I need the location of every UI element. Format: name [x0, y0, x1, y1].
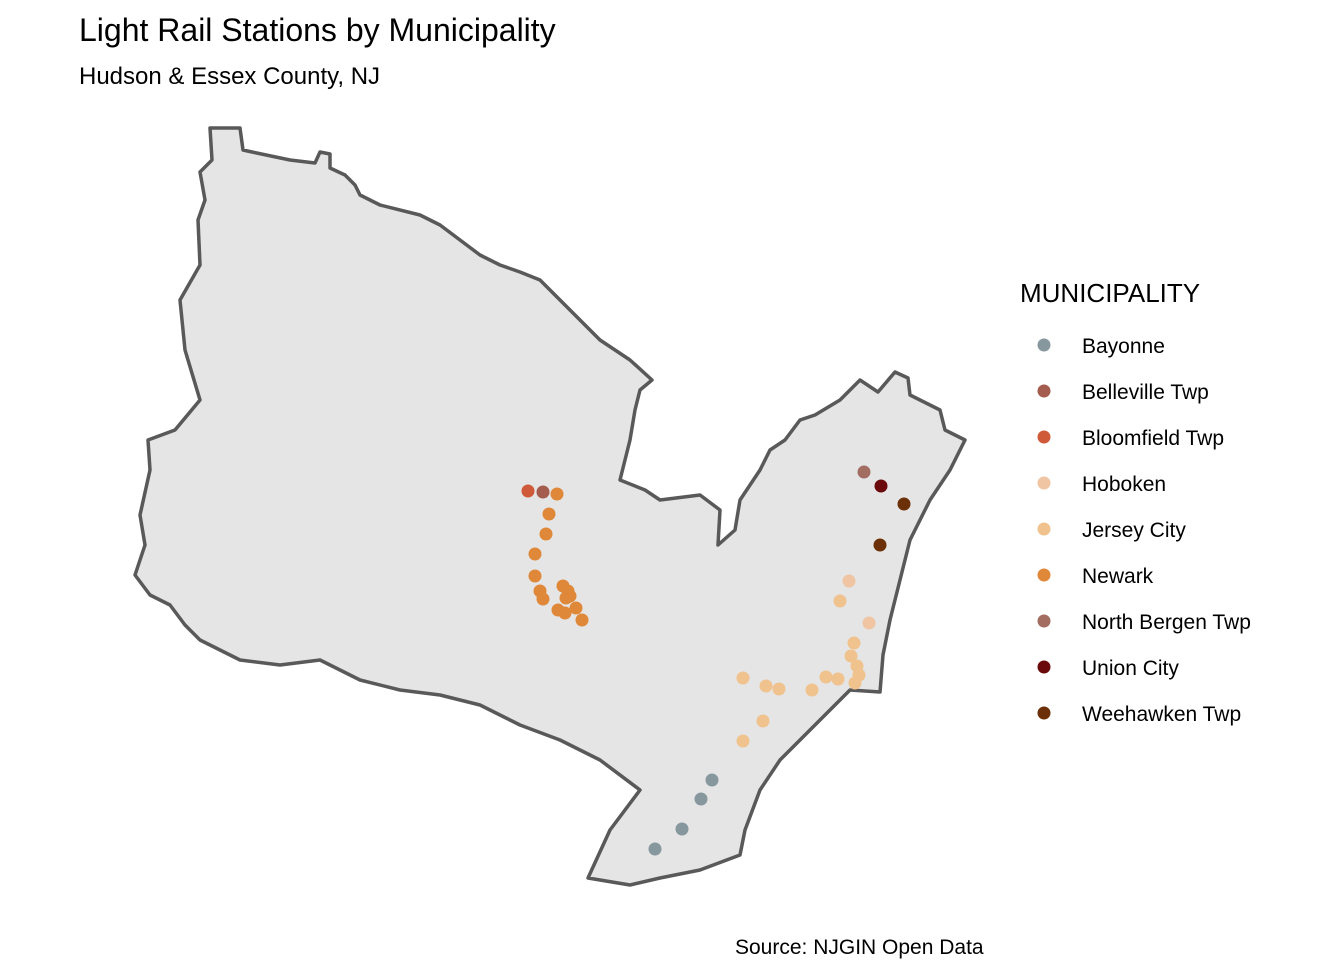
station-point [842, 574, 856, 588]
station-point [772, 682, 786, 696]
legend-label: Jersey City [1082, 519, 1186, 542]
legend-key [1037, 522, 1051, 536]
legend-label: North Bergen Twp [1082, 611, 1251, 634]
legend-label: Weehawken Twp [1082, 703, 1241, 726]
station-point [862, 616, 876, 630]
station-point [874, 479, 888, 493]
legend-label: Bloomfield Twp [1082, 427, 1224, 450]
legend-label: Bayonne [1082, 335, 1165, 358]
legend-label: Union City [1082, 657, 1179, 680]
map-caption: Source: NJGIN Open Data [735, 936, 984, 959]
legend-key [1037, 430, 1051, 444]
station-point [819, 670, 833, 684]
legend-key [1037, 568, 1051, 582]
station-point [736, 734, 750, 748]
station-point [844, 649, 858, 663]
county-boundary [133, 126, 967, 887]
station-point [831, 672, 845, 686]
station-point [805, 683, 819, 697]
station-point [705, 773, 719, 787]
legend-label: Hoboken [1082, 473, 1166, 496]
legend-title: MUNICIPALITY [1020, 278, 1200, 308]
legend-key [1037, 384, 1051, 398]
station-point [756, 714, 770, 728]
station-point [873, 538, 887, 552]
legend: MUNICIPALITY Bayonne Belleville Twp Bloomf… [1020, 278, 1251, 726]
station-point [536, 592, 550, 606]
station-point [521, 484, 535, 498]
station-point [857, 465, 871, 479]
station-point [539, 527, 553, 541]
station-point [694, 792, 708, 806]
station-point [542, 507, 556, 521]
legend-key [1037, 614, 1051, 628]
station-point [528, 547, 542, 561]
legend-label: Newark [1082, 565, 1154, 588]
station-point [648, 842, 662, 856]
map-subtitle: Hudson & Essex County, NJ [79, 63, 380, 90]
station-point [847, 636, 861, 650]
station-point [569, 601, 583, 615]
station-point [536, 485, 550, 499]
legend-key [1037, 660, 1051, 674]
station-point [550, 487, 564, 501]
station-point [736, 671, 750, 685]
station-point [558, 606, 572, 620]
station-point [675, 822, 689, 836]
station-point [559, 591, 573, 605]
map-title: Light Rail Stations by Municipality [79, 12, 556, 48]
station-point [833, 594, 847, 608]
legend-key [1037, 706, 1051, 720]
station-points [521, 465, 911, 856]
legend-key [1037, 338, 1051, 352]
legend-label: Belleville Twp [1082, 381, 1209, 404]
station-point [848, 676, 862, 690]
station-point [575, 613, 589, 627]
station-point [528, 569, 542, 583]
station-point [759, 679, 773, 693]
station-point [897, 497, 911, 511]
legend-key [1037, 476, 1051, 490]
